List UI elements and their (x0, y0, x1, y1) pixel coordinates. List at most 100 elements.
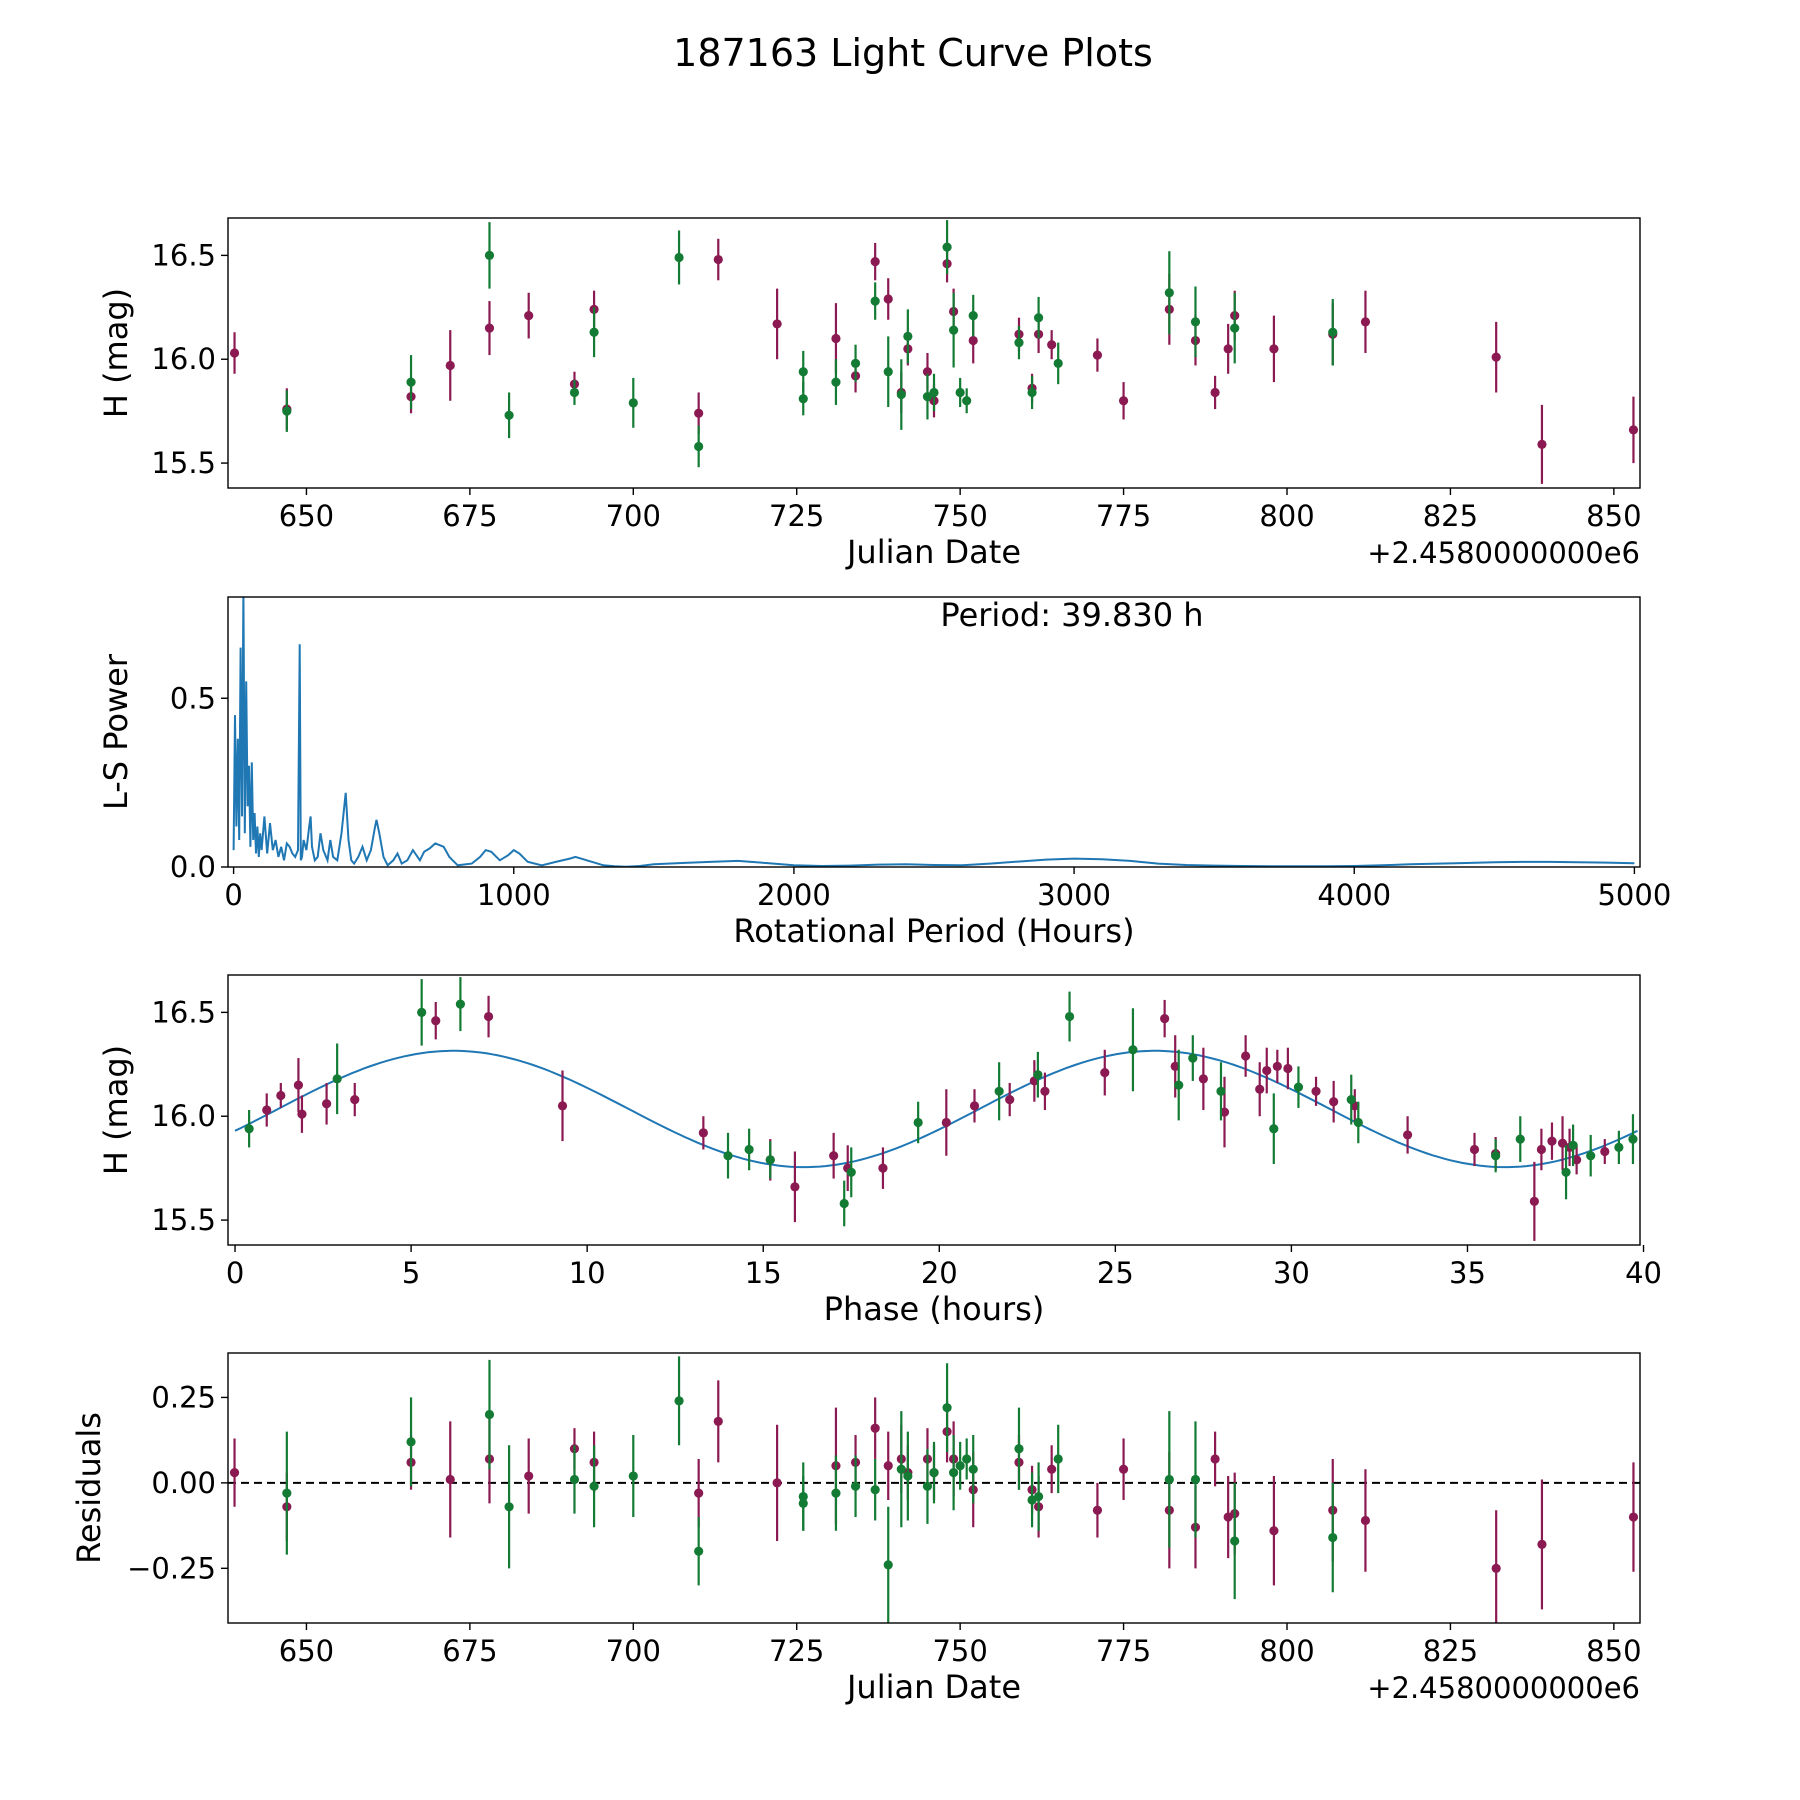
data-point (798, 367, 808, 377)
x-tick-label: 775 (1096, 1634, 1151, 1668)
y-tick-label: 16.5 (151, 238, 216, 272)
data-point (955, 1461, 965, 1471)
x-tick-label: 850 (1586, 499, 1641, 533)
data-point (765, 1155, 775, 1165)
data-point (870, 257, 880, 267)
data-point (589, 327, 599, 337)
y-tick-label: 0.00 (151, 1466, 216, 1500)
x-tick-label: 0 (226, 1256, 244, 1290)
data-point (1329, 1097, 1339, 1107)
series-purple (262, 995, 1610, 1241)
data-point (694, 1488, 704, 1498)
data-point (524, 311, 534, 321)
data-point (1600, 1146, 1610, 1157)
data-point (569, 387, 580, 398)
data-point (229, 1468, 240, 1478)
data-point (968, 311, 978, 321)
y-tick-label: 16.0 (151, 1099, 216, 1133)
data-point (1469, 1144, 1480, 1155)
data-point (674, 252, 684, 263)
y-tick-label: 0.5 (170, 681, 216, 715)
x-tick-label: 750 (932, 499, 987, 533)
data-point (922, 392, 933, 402)
x-axis-label: Julian Date (845, 1668, 1021, 1706)
data-point (1160, 1014, 1170, 1024)
data-point (772, 1478, 782, 1488)
data-point (1628, 425, 1639, 435)
data-point (1230, 1536, 1240, 1546)
data-point (321, 1099, 332, 1109)
data-point (1053, 358, 1063, 368)
x-offset-label: +2.4580000000e6 (1367, 1671, 1640, 1705)
data-point (949, 325, 959, 335)
x-tick-label: 10 (569, 1256, 606, 1290)
data-point (929, 1468, 939, 1478)
data-point (870, 296, 880, 306)
data-point (244, 1124, 254, 1134)
data-point (1561, 1167, 1571, 1177)
series-green (244, 977, 1638, 1227)
data-point (968, 1464, 978, 1474)
model-curve (234, 1049, 1638, 1169)
x-tick-label: 700 (606, 499, 661, 533)
data-point (694, 408, 704, 418)
data-point (1283, 1063, 1293, 1074)
data-point (798, 1498, 808, 1508)
x-tick-label: 725 (769, 499, 824, 533)
x-tick-label: 35 (1449, 1256, 1486, 1290)
data-point (1269, 1526, 1279, 1536)
data-point (870, 1423, 880, 1433)
data-point (942, 1403, 952, 1413)
data-point (694, 441, 704, 452)
axes-frame (227, 974, 1641, 1246)
data-point (798, 394, 808, 404)
y-axis-label: Residuals (70, 1412, 108, 1564)
data-point (1040, 1086, 1050, 1096)
data-point (504, 1502, 514, 1512)
y-tick-label: −0.25 (127, 1551, 216, 1585)
data-point (1005, 1095, 1015, 1105)
data-point (524, 1471, 534, 1481)
data-point (628, 398, 638, 408)
x-tick-label: 650 (279, 499, 334, 533)
data-point (417, 1007, 427, 1017)
data-point (431, 1016, 441, 1026)
y-tick-label: 16.0 (151, 342, 216, 376)
data-point (1092, 1505, 1103, 1515)
data-point (484, 250, 495, 260)
data-point (942, 242, 952, 252)
x-offset-label: +2.4580000000e6 (1367, 536, 1640, 570)
panel-residuals: 650 675 700 725 750 775 800 825 850 −0.25 0.00 0.25… (70, 1352, 1642, 1706)
x-axis-label: Phase (hours) (824, 1290, 1045, 1328)
data-point (406, 1437, 416, 1447)
data-point (955, 387, 965, 398)
data-point (994, 1086, 1004, 1096)
data-point (1628, 1512, 1639, 1522)
x-tick-label: 850 (1586, 1634, 1641, 1668)
panel-phase: 0 5 10 15 20 25 30 35 40 15.5 16.0 16.5 Phase (hours… (97, 974, 1662, 1328)
data-point (1188, 1053, 1198, 1063)
data-point (941, 1117, 951, 1128)
data-point (1537, 1539, 1547, 1549)
data-point (1027, 387, 1037, 398)
data-point (1033, 313, 1044, 323)
series-purple (229, 238, 1639, 484)
y-tick-label: 0.0 (170, 850, 216, 884)
data-point (1033, 1491, 1044, 1502)
data-point (713, 1416, 723, 1426)
data-point (1164, 288, 1174, 298)
data-point (1033, 1070, 1043, 1080)
data-point (1547, 1136, 1557, 1146)
x-tick-label: 4000 (1317, 878, 1391, 912)
y-tick-label: 0.25 (151, 1380, 216, 1414)
data-point (350, 1095, 360, 1105)
data-point (1255, 1084, 1265, 1094)
data-point (1118, 1464, 1129, 1474)
data-point (913, 1117, 923, 1128)
panel-periodogram: 0 1000 2000 3000 4000 5000 0.0 0.5 Rotational Pe… (97, 596, 1671, 950)
data-point (1128, 1045, 1138, 1055)
data-point (850, 358, 861, 368)
data-point (1092, 350, 1103, 360)
x-tick-label: 800 (1259, 499, 1314, 533)
data-point (484, 1409, 495, 1420)
